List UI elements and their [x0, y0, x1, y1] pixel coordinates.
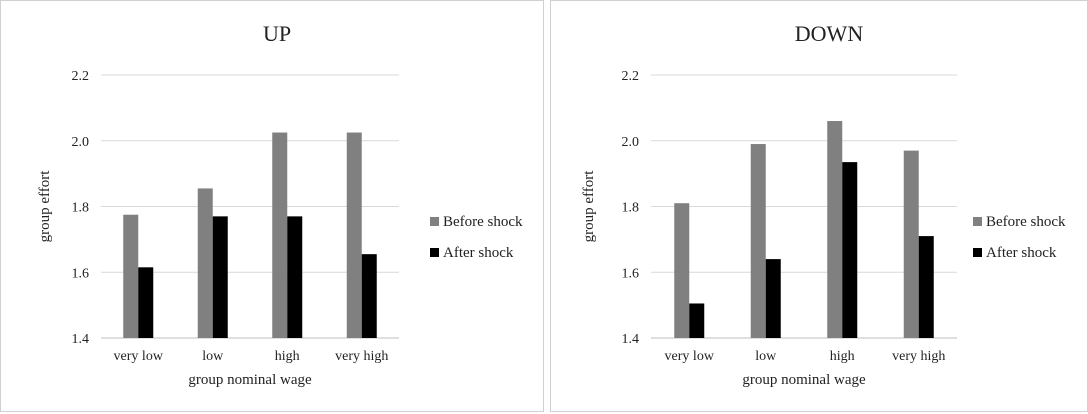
x-tick-label: low [202, 349, 224, 364]
bar-before-shock-very-high [903, 150, 919, 338]
bar-before-shock-high [827, 121, 843, 339]
legend-label: After shock [443, 245, 514, 261]
bar-before-shock-low [197, 188, 213, 338]
bar-after-shock-very-low [138, 267, 154, 338]
x-tick-label: very high [335, 349, 388, 364]
chart-panel-up: UP 1.4 1.6 1.8 2.0 2.2 very low low high very hig… [0, 0, 544, 412]
y-tick-label: 1.4 [72, 332, 90, 347]
x-tick-label: very high [892, 349, 945, 364]
bar-after-shock-low [765, 259, 781, 338]
bar-after-shock-very-high [918, 236, 934, 338]
chart-up: UP 1.4 1.6 1.8 2.0 2.2 very low low high very hig… [37, 21, 523, 388]
y-tick-label: 1.4 [622, 332, 640, 347]
bar-after-shock-high [287, 216, 303, 338]
bar-after-shock-low [212, 216, 228, 338]
legend-label: Before shock [443, 214, 523, 230]
x-tick-label: high [830, 349, 855, 364]
bar-before-shock-very-low [123, 214, 139, 338]
chart-title: UP [263, 21, 291, 46]
legend-swatch [430, 217, 439, 226]
legend-label: After shock [986, 245, 1057, 261]
x-axis-label: group nominal wage [742, 372, 866, 388]
y-axis-label: group effort [37, 170, 53, 243]
legend-swatch [973, 217, 982, 226]
bar-before-shock-very-high [346, 132, 362, 338]
bar-after-shock-very-low [689, 303, 705, 338]
chart-down: DOWN 1.4 1.6 1.8 2.0 2.2 very low low high very h… [581, 21, 1066, 388]
y-tick-label: 1.6 [72, 266, 90, 281]
bar-after-shock-high [842, 162, 858, 338]
x-axis-label: group nominal wage [188, 372, 312, 388]
chart-panel-down: DOWN 1.4 1.6 1.8 2.0 2.2 very low low high very h… [550, 0, 1088, 412]
y-tick-label: 1.8 [72, 201, 90, 216]
y-tick-label: 1.8 [622, 201, 640, 216]
bar-before-shock-very-low [674, 203, 690, 338]
y-tick-label: 2.0 [622, 135, 640, 150]
x-tick-label: very low [665, 349, 715, 364]
bar-before-shock-low [750, 144, 766, 338]
legend-swatch [430, 248, 439, 257]
chart-title: DOWN [795, 21, 864, 46]
y-tick-label: 1.6 [622, 266, 640, 281]
legend-swatch [973, 248, 982, 257]
x-tick-label: low [755, 349, 777, 364]
legend-label: Before shock [986, 214, 1066, 230]
y-tick-label: 2.2 [72, 69, 90, 84]
x-tick-label: very low [114, 349, 164, 364]
y-tick-label: 2.2 [622, 69, 640, 84]
x-tick-label: high [275, 349, 300, 364]
bar-after-shock-very-high [361, 254, 377, 338]
bar-before-shock-high [272, 132, 288, 338]
y-axis-label: group effort [581, 170, 597, 243]
y-tick-label: 2.0 [72, 135, 90, 150]
